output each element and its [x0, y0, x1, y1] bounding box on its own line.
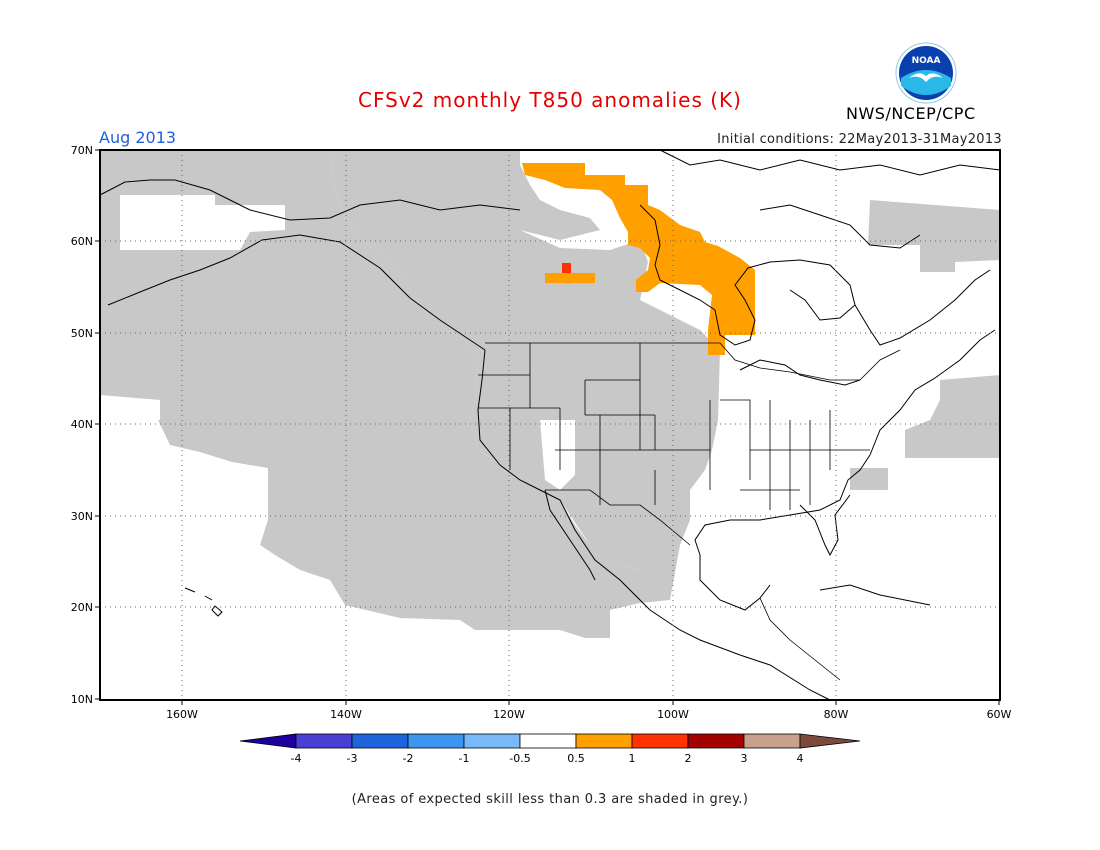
colorbar-label: -0.5 [509, 752, 530, 765]
coastline-hawaii [184, 587, 223, 617]
lat-label-50n: 50N [71, 327, 93, 340]
colorbar-swatch-4 [463, 733, 521, 749]
colorbar-label: -2 [403, 752, 414, 765]
colorbar-swatch-2 [351, 733, 409, 749]
border-state-lines [478, 343, 870, 510]
coastline-arctic-alaska [99, 179, 521, 221]
anomaly-0p5-to-1-saskatchewan [545, 273, 595, 283]
noaa-logo-gull [909, 73, 943, 82]
coastline-labrador [854, 269, 991, 346]
lat-label-30n: 30N [71, 510, 93, 523]
colorbar-swatch-3 [407, 733, 465, 749]
lat-label-40n: 40N [71, 418, 93, 431]
coastline-gulf-of-mexico [694, 454, 871, 556]
colorbar-label: -1 [459, 752, 470, 765]
valid-month-label: Aug 2013 [99, 128, 177, 147]
map-gridlines [100, 150, 1000, 700]
low-skill-north-canada [330, 150, 600, 240]
coastline-baffin [759, 204, 921, 249]
lon-label-120w: 120W [493, 708, 525, 721]
coastline-great-lakes [739, 359, 861, 386]
clear-area-hawaii [100, 395, 160, 420]
colorbar-swatch-1 [295, 733, 353, 749]
colorbar-upper-arrow [799, 733, 861, 749]
low-skill-atlantic [905, 375, 1000, 458]
lon-label-60w: 60W [987, 708, 1012, 721]
anomaly-1-to-2-spot [562, 263, 571, 273]
lon-label-160w: 160W [166, 708, 198, 721]
border-us-canada [485, 342, 901, 381]
coastline-yucatan [699, 555, 771, 611]
lat-label-70n: 70N [71, 144, 93, 157]
initial-conditions-label: Initial conditions: 22May2013-31May2013 [717, 132, 1002, 147]
clear-area-southwest [540, 420, 575, 490]
coastline-hudson-bay [639, 204, 856, 346]
coastline-east-coast [869, 329, 996, 456]
lat-label-10n: 10N [71, 693, 93, 706]
agency-label: NWS/NCEP/CPC [846, 104, 976, 123]
low-skill-gulf-patch [850, 468, 888, 490]
colorbar-swatch-5 [519, 733, 577, 749]
coastline-west-coast [477, 349, 831, 701]
noaa-logo-text: NOAA [912, 56, 941, 66]
anomaly-0p5-to-1-region [522, 163, 755, 355]
lat-label-20n: 20N [71, 601, 93, 614]
lon-label-80w: 80W [824, 708, 849, 721]
coastlines [99, 149, 1001, 701]
coastline-caribbean [819, 584, 931, 606]
colorbar-label: 4 [797, 752, 804, 765]
coastline-alaska [107, 234, 486, 351]
lon-label-140w: 140W [330, 708, 362, 721]
noaa-logo: NOAA [895, 42, 957, 104]
political-borders [478, 342, 901, 681]
map-frame [99, 149, 1001, 701]
colorbar-swatch-6 [575, 733, 633, 749]
lon-label-100w: 100W [657, 708, 689, 721]
colorbar-label: -3 [347, 752, 358, 765]
colorbar [239, 733, 861, 749]
colorbar-swatch-8 [687, 733, 745, 749]
coastline-arctic-islands [659, 149, 1001, 176]
skill-footnote: (Areas of expected skill less than 0.3 a… [351, 792, 749, 807]
coastline-baja [544, 489, 596, 581]
border-central-america [759, 597, 841, 681]
colorbar-label: -4 [291, 752, 302, 765]
chart-title: CFSv2 monthly T850 anomalies (K) [358, 88, 742, 112]
low-skill-labrador-sea [868, 200, 1000, 272]
border-us-mexico [545, 489, 691, 546]
colorbar-swatch-7 [631, 733, 689, 749]
coastline-florida [799, 494, 851, 557]
colorbar-label: 3 [741, 752, 748, 765]
colorbar-swatch-9 [743, 733, 801, 749]
colorbar-label: 2 [685, 752, 692, 765]
colorbar-lower-arrow [239, 733, 297, 749]
colorbar-label: 0.5 [567, 752, 585, 765]
colorbar-label: 1 [629, 752, 636, 765]
lat-label-60n: 60N [71, 235, 93, 248]
map-tick-marks [95, 149, 1000, 705]
clear-area-bc [120, 195, 285, 250]
